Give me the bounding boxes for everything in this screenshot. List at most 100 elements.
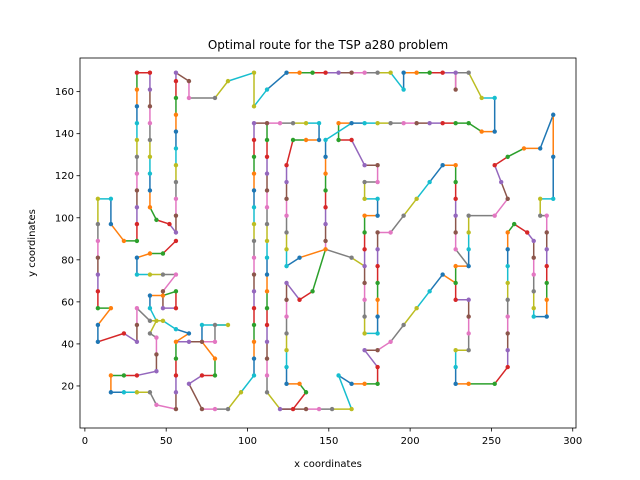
y-tick-label: 20	[61, 381, 74, 392]
city-point	[173, 213, 179, 218]
route-segment	[298, 248, 327, 259]
city-point	[264, 356, 270, 361]
city-point	[316, 406, 322, 412]
route-segment	[175, 328, 190, 335]
city-point	[323, 171, 328, 176]
city-point	[173, 339, 179, 345]
city-point	[505, 297, 510, 302]
city-point	[251, 373, 257, 378]
city-point	[479, 95, 484, 101]
city-point	[277, 120, 283, 126]
city-point	[134, 238, 140, 244]
route-segment	[389, 71, 405, 91]
city-point	[251, 70, 257, 75]
route-segment	[389, 214, 405, 234]
city-point	[95, 196, 101, 202]
city-point	[173, 390, 179, 395]
city-point	[323, 154, 328, 160]
city-point	[453, 280, 458, 286]
city-point	[323, 70, 328, 75]
city-point	[264, 87, 270, 92]
city-point	[362, 213, 367, 218]
route-segment	[240, 374, 255, 394]
x-tick-label: 200	[401, 436, 420, 447]
city-point	[349, 120, 354, 126]
city-point	[362, 196, 367, 202]
city-point	[310, 289, 315, 294]
route-segment	[500, 181, 509, 200]
city-point	[349, 381, 354, 387]
city-point	[173, 129, 179, 134]
city-point	[531, 238, 536, 244]
city-point	[375, 213, 380, 218]
y-tick-label: 80	[61, 255, 74, 266]
city-point	[225, 406, 231, 412]
city-point	[505, 196, 510, 202]
route-segment	[493, 198, 509, 217]
city-point	[551, 112, 556, 117]
city-point	[375, 179, 380, 185]
route-segment	[376, 341, 392, 351]
route-segment	[149, 391, 158, 406]
route-segment	[97, 307, 112, 326]
route-segment	[324, 248, 353, 259]
city-point	[199, 322, 205, 328]
city-point	[173, 95, 179, 101]
city-point	[316, 120, 322, 126]
city-point	[290, 120, 296, 126]
city-point	[440, 272, 445, 277]
city-point	[349, 70, 354, 75]
city-point	[297, 381, 302, 387]
city-point	[173, 326, 179, 332]
city-point	[466, 331, 471, 336]
city-point	[186, 331, 192, 336]
city-point	[251, 221, 257, 227]
route-segment	[162, 240, 177, 255]
city-point	[173, 112, 179, 117]
city-point	[375, 196, 380, 202]
city-point	[121, 331, 127, 336]
city-point	[323, 221, 328, 227]
city-point	[284, 196, 289, 202]
city-point	[173, 70, 179, 75]
city-point	[134, 70, 140, 75]
route-segment	[155, 404, 177, 410]
city-point	[121, 238, 127, 244]
city-point	[134, 171, 140, 176]
route-segment	[467, 71, 483, 99]
city-point	[498, 179, 504, 185]
city-point	[375, 297, 380, 302]
city-point	[264, 305, 270, 311]
city-point	[492, 129, 497, 134]
city-point	[160, 293, 166, 298]
city-point	[284, 179, 289, 185]
city-point	[323, 247, 328, 252]
city-point	[225, 78, 231, 84]
x-tick-label: 300	[563, 436, 582, 447]
city-point	[538, 213, 543, 218]
city-point	[251, 137, 257, 143]
city-point	[336, 70, 341, 75]
route-segment	[428, 164, 444, 183]
city-point	[323, 137, 328, 143]
city-point	[199, 339, 205, 345]
city-point	[173, 196, 179, 202]
city-point	[95, 289, 101, 294]
plot-area	[95, 70, 556, 412]
city-point	[264, 221, 270, 227]
city-point	[375, 263, 380, 269]
city-point	[95, 272, 101, 277]
city-point	[544, 247, 549, 252]
city-point	[147, 205, 153, 210]
axes-frame	[79, 57, 577, 429]
city-point	[173, 78, 179, 84]
city-point	[375, 364, 380, 370]
city-point	[505, 314, 510, 319]
city-point	[453, 87, 458, 92]
city-point	[147, 331, 153, 336]
city-point	[173, 305, 179, 311]
city-point	[95, 339, 101, 345]
city-point	[310, 70, 315, 75]
route-segment	[389, 324, 405, 343]
x-axis-ticks: 0 50 100 150 200 250 300	[82, 428, 582, 447]
